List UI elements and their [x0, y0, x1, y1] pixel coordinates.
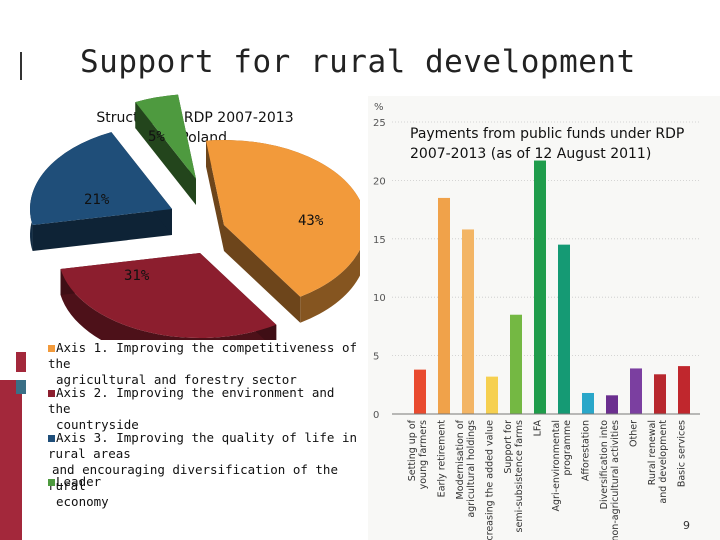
- legend-text: economy: [56, 494, 109, 509]
- title-rule: [20, 52, 22, 80]
- legend-text: Axis 1. Improving the competitiveness of…: [48, 340, 358, 371]
- legend-text: Axis 2. Improving the environment and th…: [48, 385, 335, 416]
- bar: [654, 374, 666, 414]
- bar: [558, 244, 570, 414]
- pie-slice: [60, 253, 277, 340]
- legend-item-axis3: Axis 3. Improving the quality of life in…: [48, 430, 358, 510]
- x-tick-label: Increasing the added value: [485, 420, 496, 540]
- y-tick-label: 10: [373, 293, 386, 304]
- x-tick-label: agricultural holdings: [466, 420, 477, 518]
- legend-swatch: [48, 479, 55, 486]
- x-tick-label: non-agricultural activities: [610, 420, 621, 540]
- pie-slice-wall: [32, 209, 172, 252]
- decorative-square: [16, 380, 26, 394]
- x-tick-label: Setting up of: [407, 419, 418, 481]
- legend-item-leader: Leader: [48, 474, 358, 490]
- bar: [438, 197, 450, 414]
- bar: [462, 229, 474, 414]
- page-number: 9: [683, 519, 690, 532]
- pie-slice-top: [60, 253, 277, 338]
- legend-text: Axis 3. Improving the quality of life in…: [48, 430, 358, 461]
- legend-text: Leader: [56, 474, 102, 489]
- x-tick-label: Early retirement: [437, 420, 448, 498]
- x-tick-label: Diversification into: [599, 420, 610, 510]
- pie-slice-wall: [206, 140, 224, 251]
- bar: [510, 314, 522, 414]
- bar-chart-title-line: 2007-2013 (as of 12 August 2011): [410, 146, 652, 162]
- x-tick-label: Basic services: [677, 420, 688, 487]
- legend-text: and encouraging diversification of the r…: [48, 462, 338, 493]
- legend-item-axis1: Axis 1. Improving the competitiveness of…: [48, 340, 358, 388]
- y-axis-label: %: [374, 102, 384, 113]
- bar: [582, 392, 594, 414]
- pie-slice-side: [60, 269, 277, 340]
- pie-value-label-axis3: 21%: [84, 192, 110, 208]
- pie-slice-top: [29, 132, 172, 226]
- pie-slice: [29, 132, 172, 252]
- pie-slice-top: [206, 140, 360, 297]
- pie-value-label-leader: 5%: [148, 129, 165, 145]
- bar: [678, 366, 690, 414]
- legend-item-axis2: Axis 2. Improving the environment and th…: [48, 385, 358, 433]
- legend-text: agricultural and forestry sector: [56, 372, 297, 387]
- pie-chart: [29, 94, 360, 340]
- x-tick-label: Afforestation: [581, 420, 592, 481]
- bar: [606, 395, 618, 414]
- x-tick-label: semi-subsistence farms: [514, 420, 525, 532]
- legend-text: countryside: [56, 417, 139, 432]
- pie-slice-top: [135, 94, 196, 179]
- y-tick-label: 0: [373, 410, 379, 421]
- bar: [414, 369, 426, 414]
- decorative-square: [16, 352, 26, 372]
- pie-slice: [135, 94, 196, 205]
- bar-chart-title: Payments from public funds under RDP 200…: [410, 124, 710, 164]
- x-tick-label: Agri-environmental: [551, 420, 562, 511]
- y-tick-label: 5: [373, 352, 379, 363]
- pie-slice-wall: [135, 102, 196, 205]
- x-tick-label: young farmers: [418, 420, 429, 489]
- y-tick-label: 25: [373, 118, 386, 129]
- y-tick-label: 20: [373, 176, 386, 187]
- x-tick-label: LFA: [533, 420, 544, 437]
- bar: [534, 160, 546, 414]
- bar: [486, 376, 498, 414]
- pie-slice-wall: [224, 225, 301, 323]
- pie-value-label-axis2: 31%: [124, 268, 150, 284]
- pie-slice: [206, 140, 360, 323]
- decorative-sidebar-bar: [0, 380, 22, 540]
- bar: [630, 368, 642, 414]
- x-tick-label: Other: [629, 420, 640, 447]
- slide-title: Support for rural development: [80, 44, 636, 80]
- legend-swatch: [48, 390, 55, 397]
- bar-chart-title-line: Payments from public funds under RDP: [410, 126, 685, 142]
- legend-swatch: [48, 345, 55, 352]
- x-tick-label: Support for: [503, 420, 514, 474]
- pie-value-label-axis1: 43%: [298, 213, 324, 229]
- x-tick-label: Rural renewal: [647, 420, 658, 485]
- x-tick-label: programme: [562, 420, 573, 476]
- y-tick-label: 15: [373, 235, 386, 246]
- x-tick-label: Modernisation of: [455, 419, 466, 499]
- x-tick-label: and development: [658, 420, 669, 504]
- legend-swatch: [48, 435, 55, 442]
